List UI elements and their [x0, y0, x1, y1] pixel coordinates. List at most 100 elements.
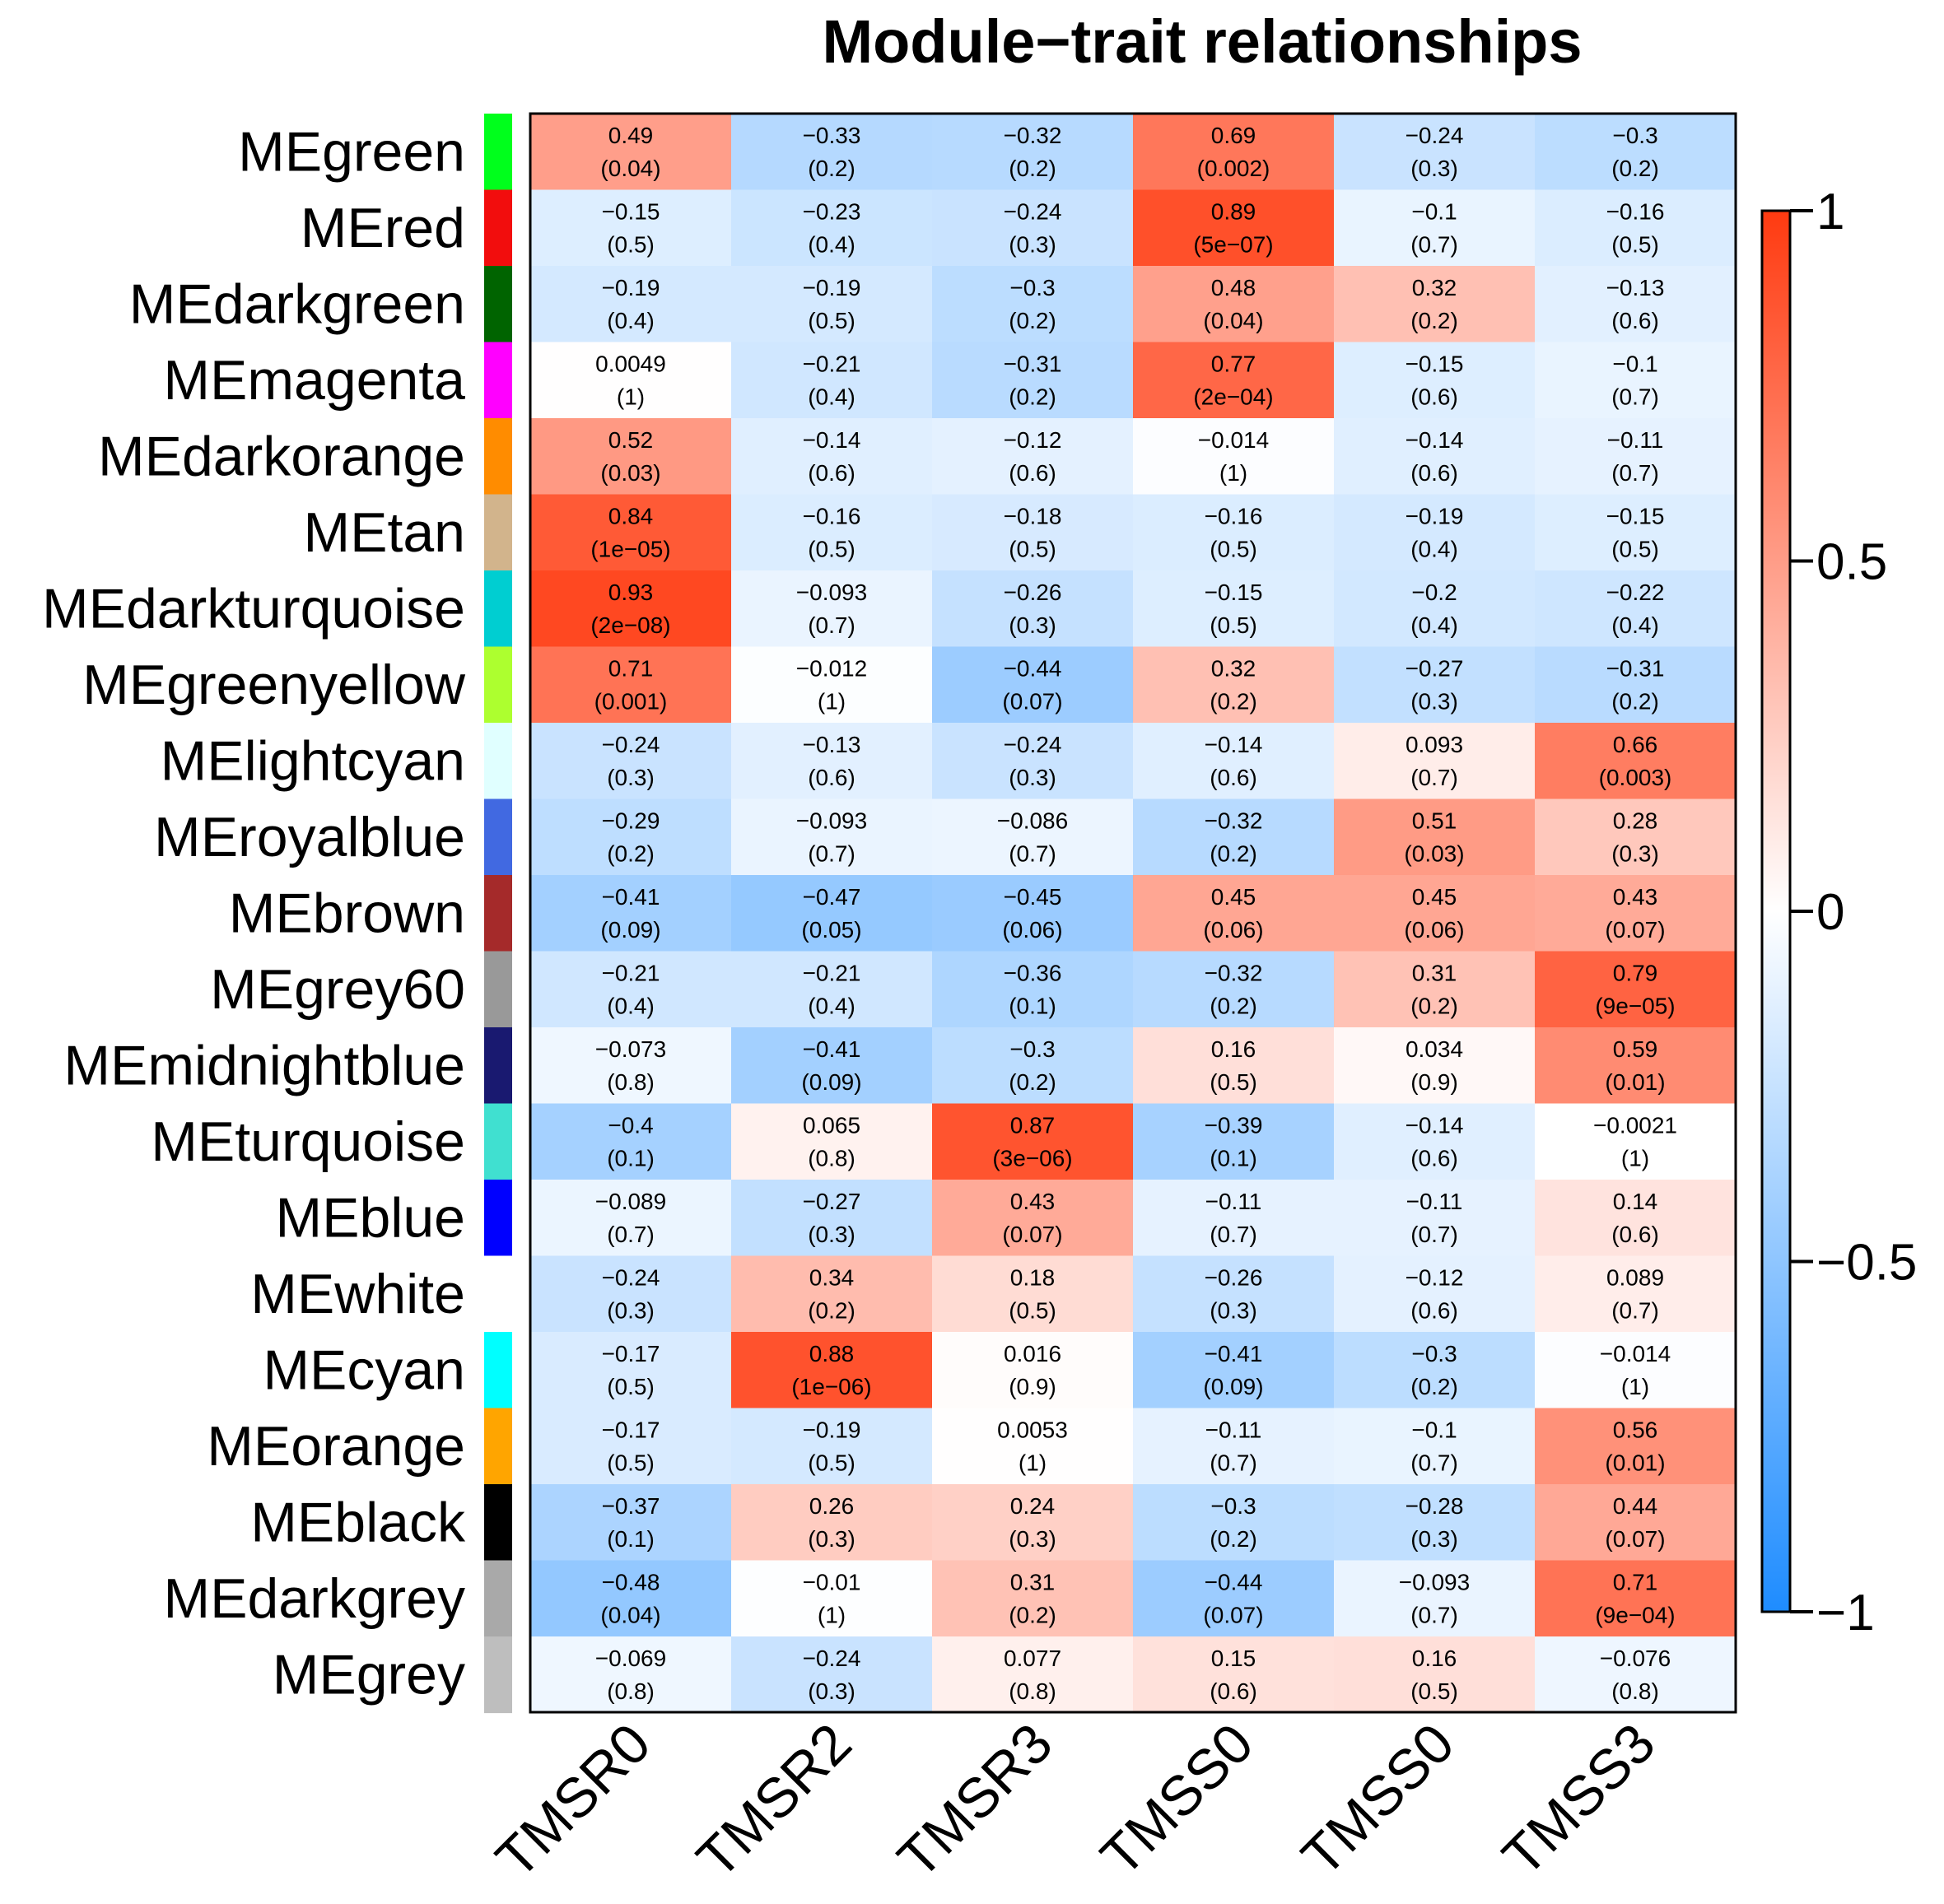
heatmap-cell [530, 646, 732, 724]
heatmap-cell [1334, 1484, 1536, 1562]
cell-correlation: −0.22 [1606, 580, 1665, 605]
heatmap-cells: 0.49 (0.04) −0.33 (0.2) −0.32 (0.2) 0.69 (0.002… [530, 114, 1737, 1714]
cell-pvalue: (0.2) [1410, 994, 1458, 1019]
cell-correlation: −0.39 [1205, 1113, 1263, 1138]
heatmap-cell [731, 1560, 933, 1637]
cell-correlation: 0.034 [1406, 1036, 1463, 1062]
cell-pvalue: (0.002) [1197, 156, 1270, 181]
heatmap-cell [731, 646, 933, 724]
cell-correlation: −0.11 [1607, 427, 1664, 453]
cell-correlation: 0.89 [1211, 199, 1256, 225]
cell-correlation: −0.32 [1004, 123, 1062, 148]
heatmap-cell [731, 189, 933, 267]
cell-pvalue: (0.2) [1611, 156, 1659, 181]
cell-pvalue: (0.5) [1611, 232, 1659, 258]
cell-correlation: −0.093 [796, 808, 867, 834]
heatmap-cell [530, 189, 732, 267]
heatmap-cell [731, 1484, 933, 1562]
cell-correlation: 0.16 [1211, 1036, 1256, 1062]
cell-correlation: 0.14 [1613, 1189, 1658, 1214]
heatmap-cell [731, 1332, 933, 1409]
cell-correlation: −0.28 [1406, 1493, 1464, 1519]
cell-pvalue: (0.8) [607, 1069, 655, 1095]
cell-correlation: −0.48 [602, 1570, 660, 1595]
cell-correlation: −0.16 [1606, 199, 1665, 225]
cell-pvalue: (0.5) [1210, 612, 1257, 638]
cell-correlation: 0.48 [1211, 275, 1256, 300]
column-label: TMSS0 [1290, 1711, 1466, 1888]
cell-pvalue: (0.06) [1203, 917, 1263, 943]
cell-pvalue: (0.3) [1410, 689, 1458, 715]
heatmap-cell [932, 1180, 1134, 1257]
heatmap-cell [1334, 114, 1536, 191]
cell-pvalue: (0.2) [1009, 1603, 1056, 1628]
cell-pvalue: (2e−08) [590, 612, 670, 638]
heatmap-cell [932, 494, 1134, 571]
heatmap-cell [530, 418, 732, 496]
heatmap-cell [932, 1484, 1134, 1562]
cell-correlation: −0.17 [602, 1341, 660, 1366]
cell-pvalue: (0.3) [607, 1298, 655, 1324]
cell-pvalue: (0.6) [808, 765, 855, 790]
heatmap-cell [530, 1255, 732, 1333]
cell-pvalue: (0.7) [1410, 765, 1458, 790]
heatmap-cell [530, 951, 732, 1028]
cell-correlation: −0.076 [1600, 1646, 1671, 1671]
heatmap-cell [731, 1636, 933, 1714]
module-color-swatch [484, 1560, 512, 1637]
cell-correlation: −0.44 [1205, 1570, 1263, 1595]
cell-pvalue: (0.04) [1203, 308, 1263, 333]
cell-pvalue: (3e−06) [992, 1146, 1072, 1171]
cell-pvalue: (1) [1621, 1146, 1649, 1171]
cell-correlation: −0.27 [803, 1189, 861, 1214]
heatmap-cell [932, 875, 1134, 952]
cell-pvalue: (0.3) [1009, 232, 1056, 258]
row-label: MEmagenta [163, 349, 465, 412]
module-color-swatch [484, 1484, 512, 1562]
heatmap-cell [932, 570, 1134, 648]
cell-pvalue: (0.001) [594, 689, 668, 715]
heatmap-cell [530, 1180, 732, 1257]
heatmap-cell [932, 798, 1134, 876]
cell-pvalue: (0.2) [1210, 841, 1257, 867]
heatmap-cell [932, 646, 1134, 724]
row-label: MEtan [303, 501, 465, 564]
colorbar-tick-label: 0.5 [1816, 534, 1887, 591]
cell-pvalue: (0.3) [1009, 765, 1056, 790]
row-label: MEblack [250, 1491, 466, 1553]
heatmap-cell [1334, 951, 1536, 1028]
cell-correlation: −0.21 [803, 351, 861, 377]
cell-correlation: −0.24 [602, 1265, 660, 1291]
row-label: MEwhite [250, 1263, 465, 1325]
heatmap-cell [1535, 723, 1737, 800]
cell-pvalue: (0.3) [1009, 612, 1056, 638]
cell-pvalue: (9e−05) [1595, 994, 1675, 1019]
row-label: MEred [301, 197, 465, 259]
module-color-swatch [484, 114, 512, 191]
cell-correlation: −0.41 [602, 884, 660, 910]
cell-pvalue: (0.9) [1410, 1069, 1458, 1095]
cell-correlation: 0.77 [1211, 351, 1256, 377]
cell-pvalue: (0.09) [801, 1069, 861, 1095]
cell-pvalue: (0.3) [1410, 156, 1458, 181]
heatmap-cell [1334, 570, 1536, 648]
cell-pvalue: (0.8) [1611, 1678, 1659, 1704]
cell-pvalue: (0.3) [808, 1526, 855, 1552]
cell-correlation: −0.3 [1411, 1341, 1457, 1366]
cell-pvalue: (0.6) [1410, 460, 1458, 486]
cell-pvalue: (0.5) [1009, 537, 1056, 562]
column-label: TMSR0 [484, 1711, 663, 1890]
heatmap-cell [1334, 494, 1536, 571]
heatmap-cell [932, 951, 1134, 1028]
cell-pvalue: (0.2) [1009, 1069, 1056, 1095]
heatmap-cell [1133, 798, 1335, 876]
cell-correlation: −0.073 [595, 1036, 666, 1062]
cell-correlation: −0.15 [1406, 351, 1464, 377]
heatmap-cell [1133, 114, 1335, 191]
cell-correlation: −0.32 [1205, 808, 1263, 834]
heatmap-cell [1334, 1027, 1536, 1105]
cell-correlation: −0.29 [602, 808, 660, 834]
heatmap-cell [1133, 646, 1335, 724]
heatmap-cell [1334, 342, 1536, 419]
heatmap-cell [1133, 1408, 1335, 1485]
